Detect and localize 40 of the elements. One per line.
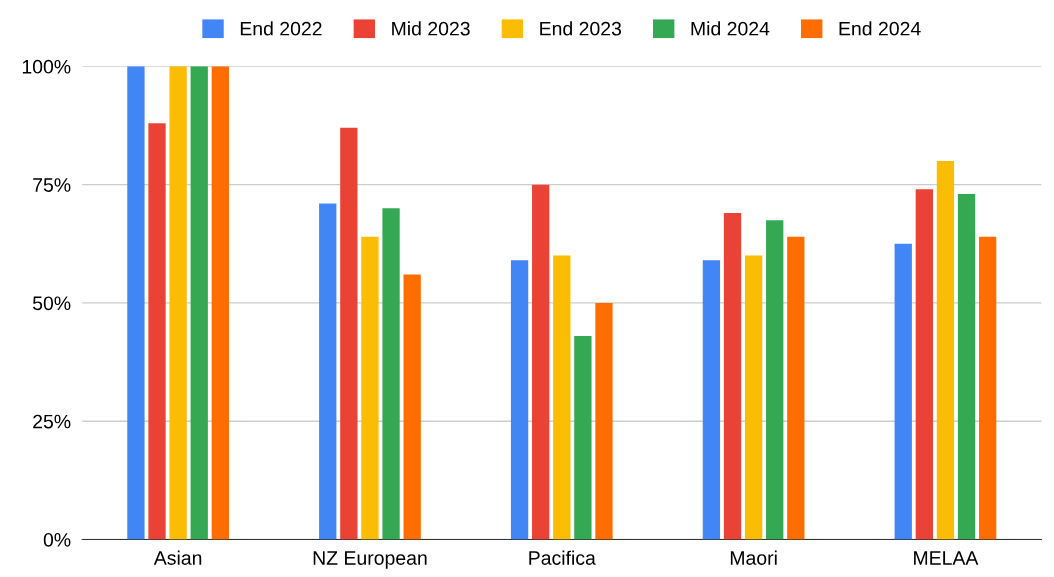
- bar: [894, 243, 912, 540]
- bar: [510, 260, 529, 540]
- y-tick-label: 50%: [32, 296, 71, 311]
- bar: [574, 336, 592, 540]
- bar: [723, 213, 742, 540]
- y-tick-label: 25%: [33, 414, 71, 429]
- bar: [190, 66, 208, 540]
- bar: [766, 220, 784, 540]
- bar: [532, 184, 550, 540]
- x-tick-label: NZ European: [313, 551, 427, 569]
- legend-label: End 2022: [240, 21, 322, 36]
- y-tick-label: 75%: [33, 178, 71, 192]
- x-tick-label: Asian: [153, 550, 202, 565]
- bar: [403, 274, 421, 540]
- legend-label: Mid 2024: [691, 21, 770, 36]
- bar: [169, 66, 187, 540]
- bar: [553, 255, 571, 540]
- y-tick-label: 0%: [43, 532, 71, 547]
- bar: [787, 236, 805, 540]
- y-tick-label: 100%: [22, 59, 71, 74]
- bar: [957, 194, 976, 540]
- bar: [319, 203, 337, 540]
- bar: [127, 66, 145, 540]
- x-tick-label: MELAA: [914, 551, 979, 565]
- legend-label: End 2024: [839, 21, 921, 36]
- legend-label: End 2023: [540, 21, 622, 36]
- bar: [148, 123, 166, 540]
- bar: [936, 160, 955, 540]
- x-tick-label: Pacifica: [529, 550, 596, 565]
- legend-label: Mid 2023: [392, 21, 470, 36]
- bar: [702, 260, 721, 540]
- bar: [340, 127, 358, 540]
- bar: [915, 189, 933, 540]
- bar: [382, 208, 400, 540]
- bar: [361, 236, 379, 540]
- bar: [211, 66, 229, 540]
- bar: [978, 236, 997, 540]
- x-tick-label: Maori: [730, 550, 777, 565]
- bar: [595, 302, 613, 540]
- bar: [744, 255, 763, 540]
